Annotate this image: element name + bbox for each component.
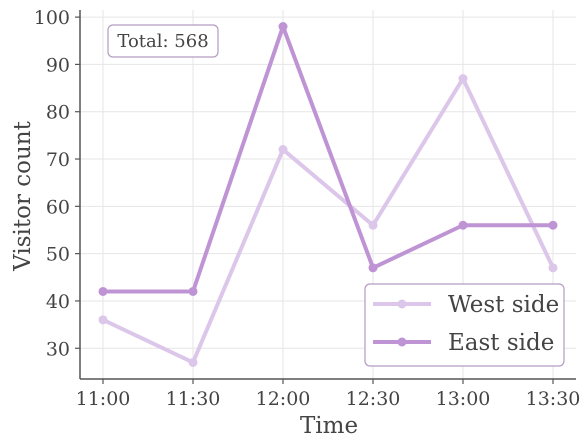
legend: West side East side: [364, 283, 565, 367]
data-point-west-side: [188, 357, 198, 367]
data-point-west-side: [278, 145, 288, 155]
data-point-east-side: [458, 220, 468, 230]
ticks: 30 40 50 60 70 80 90 100 11:00 11:30 12:00 12:30 13:…: [34, 7, 581, 410]
y-tick-label: 50: [46, 244, 70, 266]
x-axis-title: Time: [300, 413, 358, 439]
data-point-west-side: [368, 220, 378, 230]
y-tick-label: 60: [46, 196, 70, 218]
total-annotation: Total: 568: [107, 24, 219, 58]
x-tick-label: 11:00: [76, 388, 131, 410]
data-point-east-side: [278, 22, 288, 32]
x-tick-label: 13:30: [526, 388, 581, 410]
y-tick-label: 30: [46, 338, 70, 360]
legend-label-east: East side: [448, 330, 554, 356]
legend-marker-west: [397, 299, 407, 309]
series-line-east-side: [101, 24, 555, 294]
data-point-west-side: [458, 74, 468, 84]
axes: [79, 10, 576, 380]
data-point-east-side: [98, 286, 108, 296]
data-point-west-side: [98, 315, 108, 325]
y-axis-title: Visitor count: [10, 120, 36, 271]
legend-marker-east: [397, 337, 407, 347]
series-line-west-side: [101, 76, 555, 365]
x-tick-label: 12:00: [256, 388, 311, 410]
x-tick-label: 12:30: [346, 388, 401, 410]
y-tick-label: 100: [34, 7, 70, 29]
annotation-box: [107, 24, 219, 58]
x-tick-label: 13:00: [436, 388, 491, 410]
data-point-east-side: [368, 263, 378, 273]
x-tick-label: 11:30: [166, 388, 221, 410]
data-point-west-side: [548, 263, 558, 273]
annotation-text: Total: 568: [117, 31, 208, 52]
y-tick-label: 70: [46, 149, 70, 171]
series-west-side: [98, 74, 558, 367]
y-tick-label: 80: [46, 102, 70, 124]
data-point-east-side: [548, 220, 558, 230]
legend-label-west: West side: [448, 292, 559, 318]
y-tick-label: 90: [46, 54, 70, 76]
y-tick-label: 40: [46, 291, 70, 313]
legend-item-west: West side: [373, 292, 559, 318]
series-layer: [98, 22, 558, 367]
data-point-east-side: [188, 286, 198, 296]
series-east-side: [98, 22, 558, 296]
legend-item-east: East side: [373, 330, 554, 356]
